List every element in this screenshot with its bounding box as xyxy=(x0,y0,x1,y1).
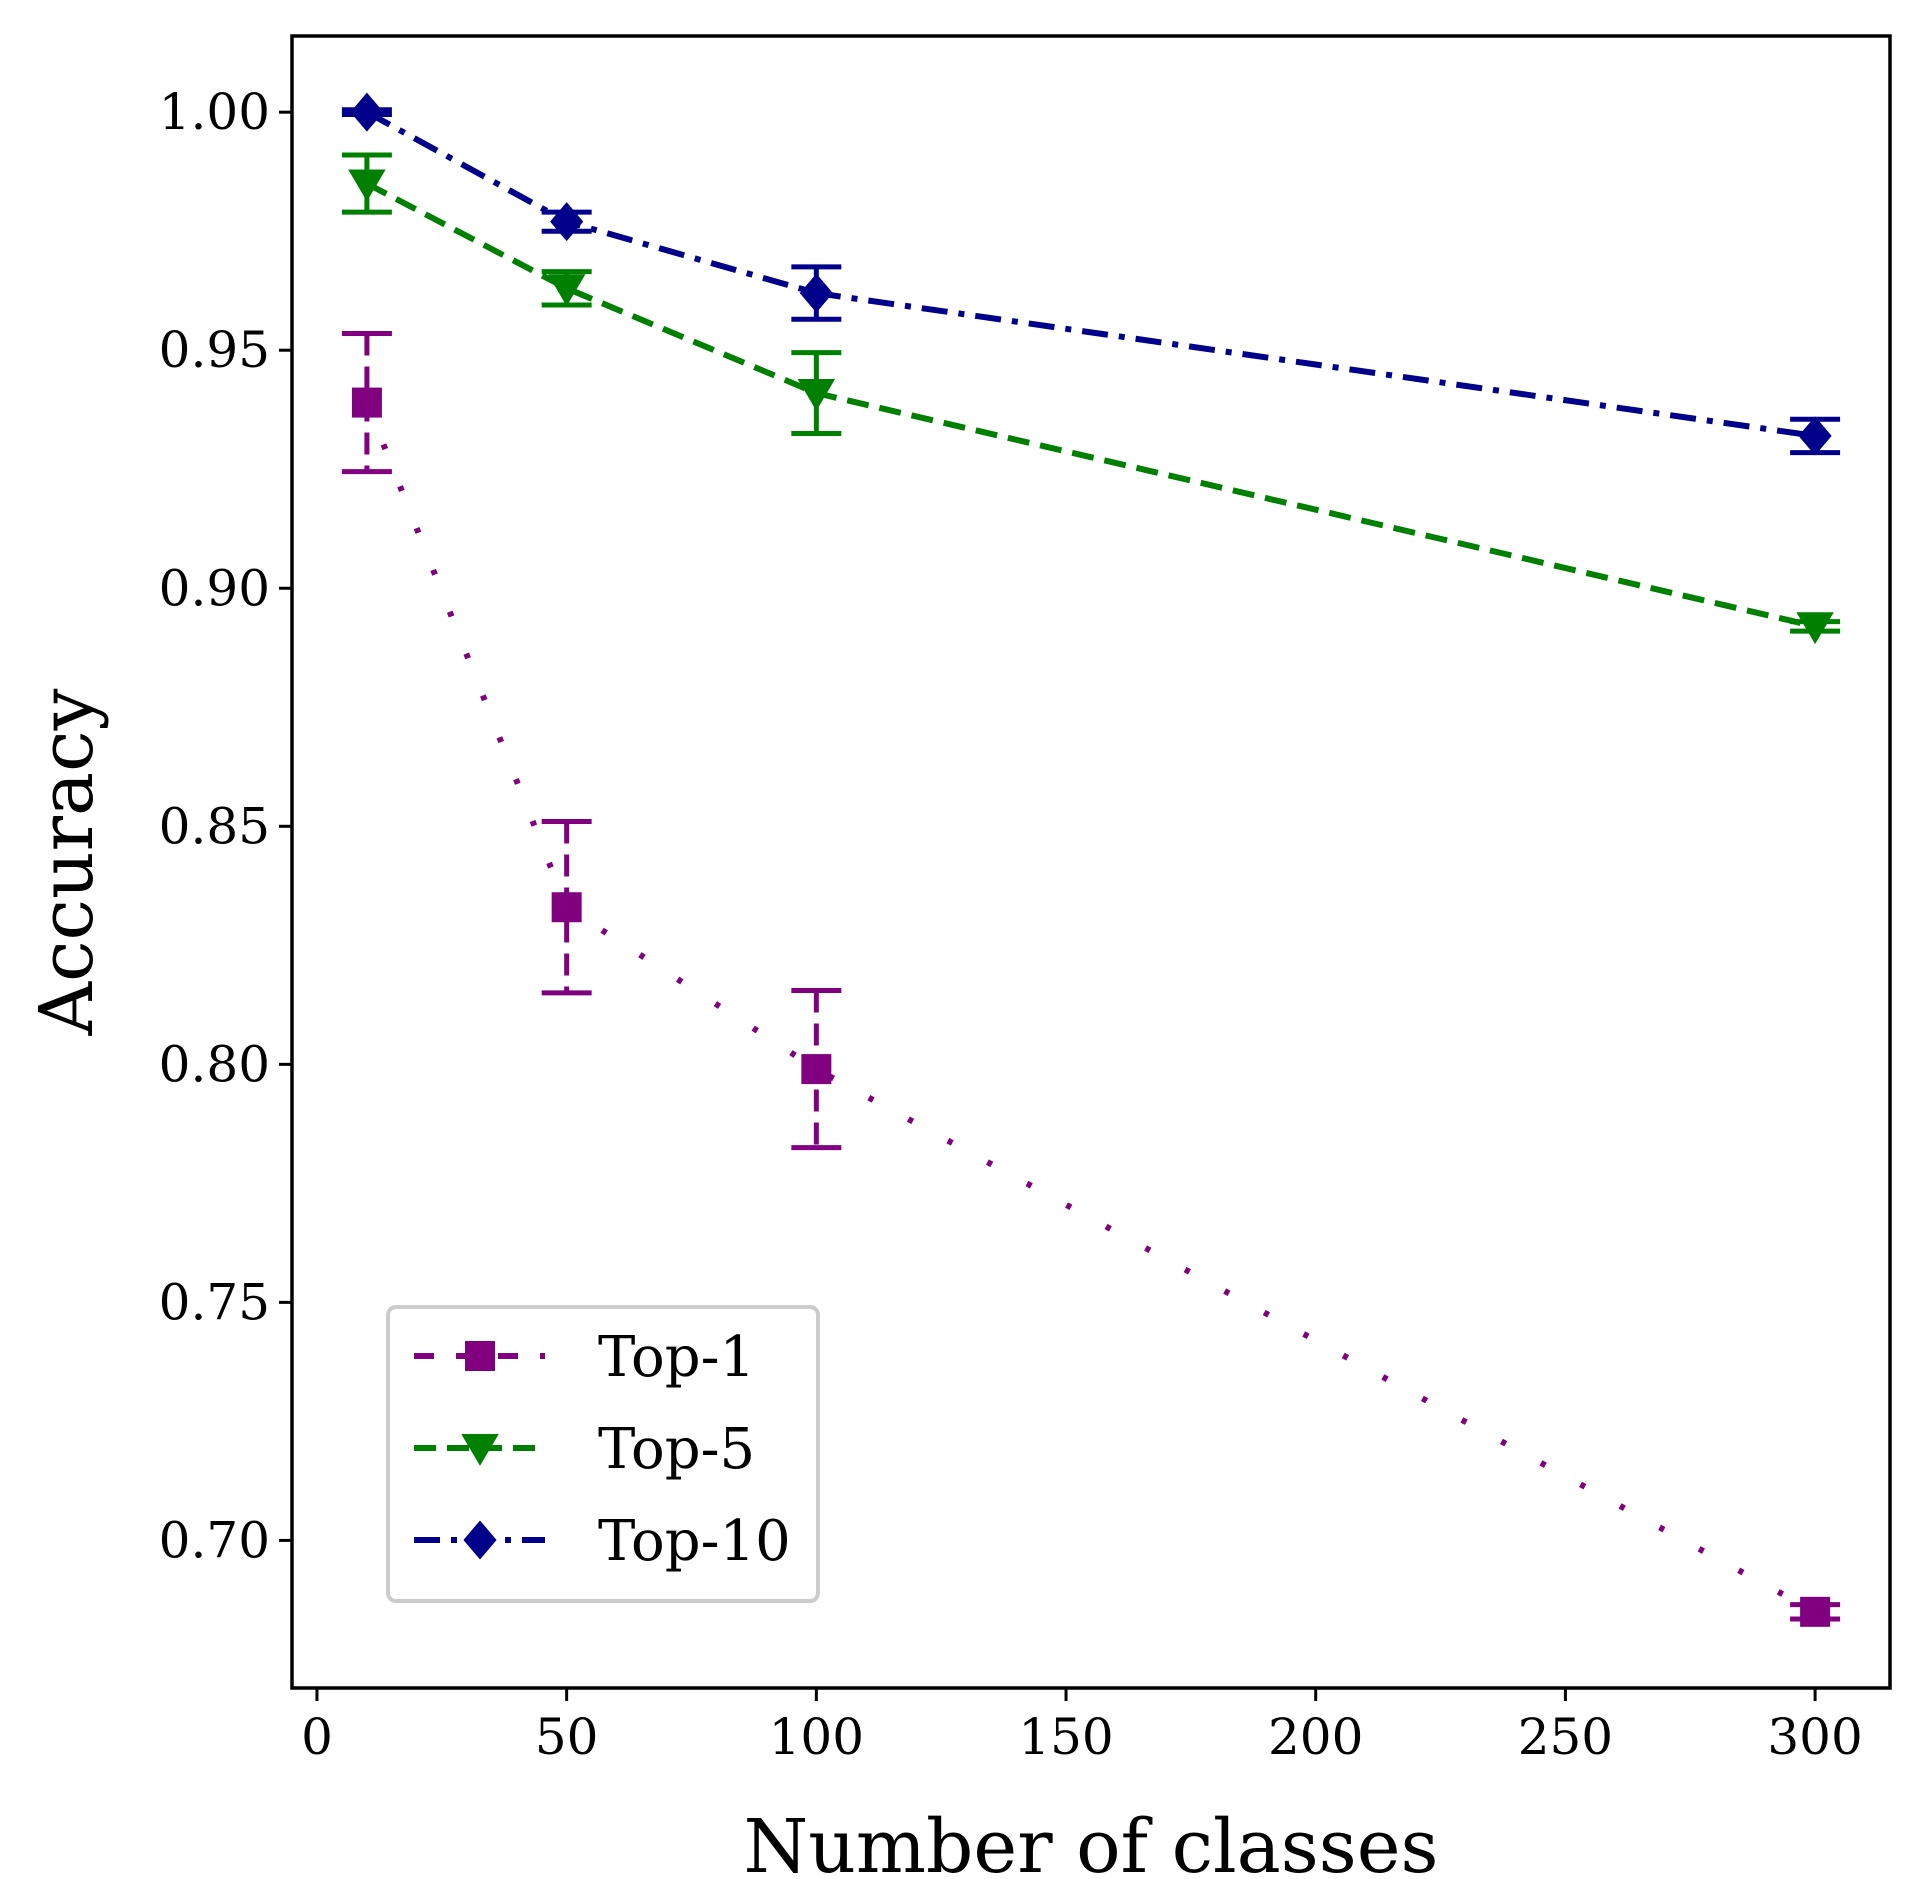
y-tick-label: 0.75 xyxy=(159,1273,270,1331)
legend-top-1-marker xyxy=(465,1341,495,1371)
top-5-point xyxy=(348,169,386,202)
markers-layer xyxy=(348,92,1834,1627)
legend-top-5-label: Top-5 xyxy=(598,1417,755,1482)
x-tick-label: 150 xyxy=(1018,1708,1113,1766)
x-tick-label: 250 xyxy=(1518,1708,1613,1766)
x-tick-label: 300 xyxy=(1767,1708,1862,1766)
top-10-point xyxy=(799,273,833,313)
x-tick-label: 50 xyxy=(535,1708,599,1766)
x-axis-label: Number of classes xyxy=(743,1804,1438,1879)
top-1-point xyxy=(1800,1596,1831,1627)
x-tick-label: 200 xyxy=(1268,1708,1363,1766)
y-tick-label: 1.00 xyxy=(159,83,270,141)
y-tick-label: 0.70 xyxy=(159,1511,270,1569)
top-5-point xyxy=(547,274,586,307)
ticks-layer: 0 50 100 150 200 250 300 0.70 0.75 0.80 0.85 0.90 0.… xyxy=(159,83,1863,1766)
legend-top-10-label: Top-10 xyxy=(598,1509,791,1574)
top-10-line xyxy=(365,109,1816,439)
top-10-point xyxy=(350,92,384,132)
y-axis-label: Accuracy xyxy=(24,688,110,1036)
legend-entries: Top-1 Top-5 Top-10 xyxy=(414,1325,791,1574)
top-1-point xyxy=(551,892,582,923)
plot-frame xyxy=(290,34,1892,1690)
top-10-point xyxy=(1798,416,1832,456)
y-tick-label: 0.85 xyxy=(159,797,270,855)
top-5-line xyxy=(365,180,1816,630)
top-10-point xyxy=(550,202,584,242)
legend-frame xyxy=(386,1305,820,1603)
top-5-point xyxy=(1796,612,1834,645)
legend-top-5-marker xyxy=(461,1433,499,1466)
top-1-point xyxy=(801,1054,832,1085)
y-tick-label: 0.80 xyxy=(159,1035,270,1093)
top-5-point xyxy=(797,378,836,411)
y-tick-label: 0.90 xyxy=(159,559,270,617)
lines-layer xyxy=(364,109,1817,1615)
top-1-line xyxy=(364,401,1817,1615)
x-tick-label: 100 xyxy=(769,1708,864,1766)
top-1-point xyxy=(351,387,382,418)
y-tick-label: 0.95 xyxy=(159,321,270,379)
legend-top-10-marker xyxy=(463,1520,497,1560)
legend: Top-1 Top-5 Top-10 xyxy=(386,1305,820,1603)
x-tick-label: 0 xyxy=(301,1708,333,1766)
legend-top-1-label: Top-1 xyxy=(598,1325,755,1390)
